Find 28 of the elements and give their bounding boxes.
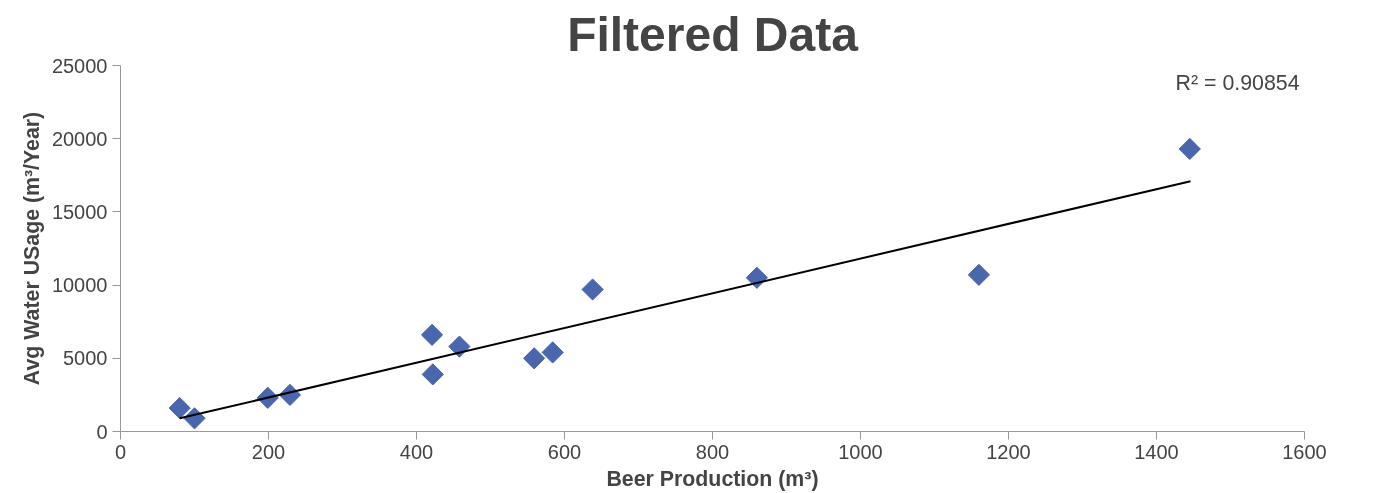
x-tick-label: 1400 [1134,440,1179,463]
x-tick-label: 800 [695,440,730,463]
x-axis-title: Beer Production (m³) [606,466,819,491]
x-tick-label: 1600 [1282,440,1327,463]
x-tick-label: 400 [399,440,434,463]
point [523,347,546,370]
point [168,396,191,420]
point [541,341,564,364]
x-tick-label: 600 [547,440,582,463]
point [448,335,471,358]
y-tick-label: 25000 [51,54,108,77]
x-tick-label: 0 [114,440,127,463]
y-tick-label: 20000 [51,127,108,150]
chart-title: Filtered Data [567,7,859,61]
y-tick-label: 10000 [51,274,108,297]
x-tick-label: 1200 [986,440,1031,463]
point [967,263,991,286]
annotation: R² = 0.90854 [1175,70,1300,95]
y-tick-label: 15000 [51,200,108,223]
point [421,363,444,386]
point [581,278,604,301]
y-tick-label: 5000 [63,347,108,370]
y-tick-label: 0 [96,420,108,443]
point [420,323,444,346]
x-tick-label: 200 [251,440,286,463]
y-axis-title: Avg Water USage (m³/Year) [19,111,44,386]
point [1178,137,1201,161]
x-tick-label: 1000 [838,440,883,463]
